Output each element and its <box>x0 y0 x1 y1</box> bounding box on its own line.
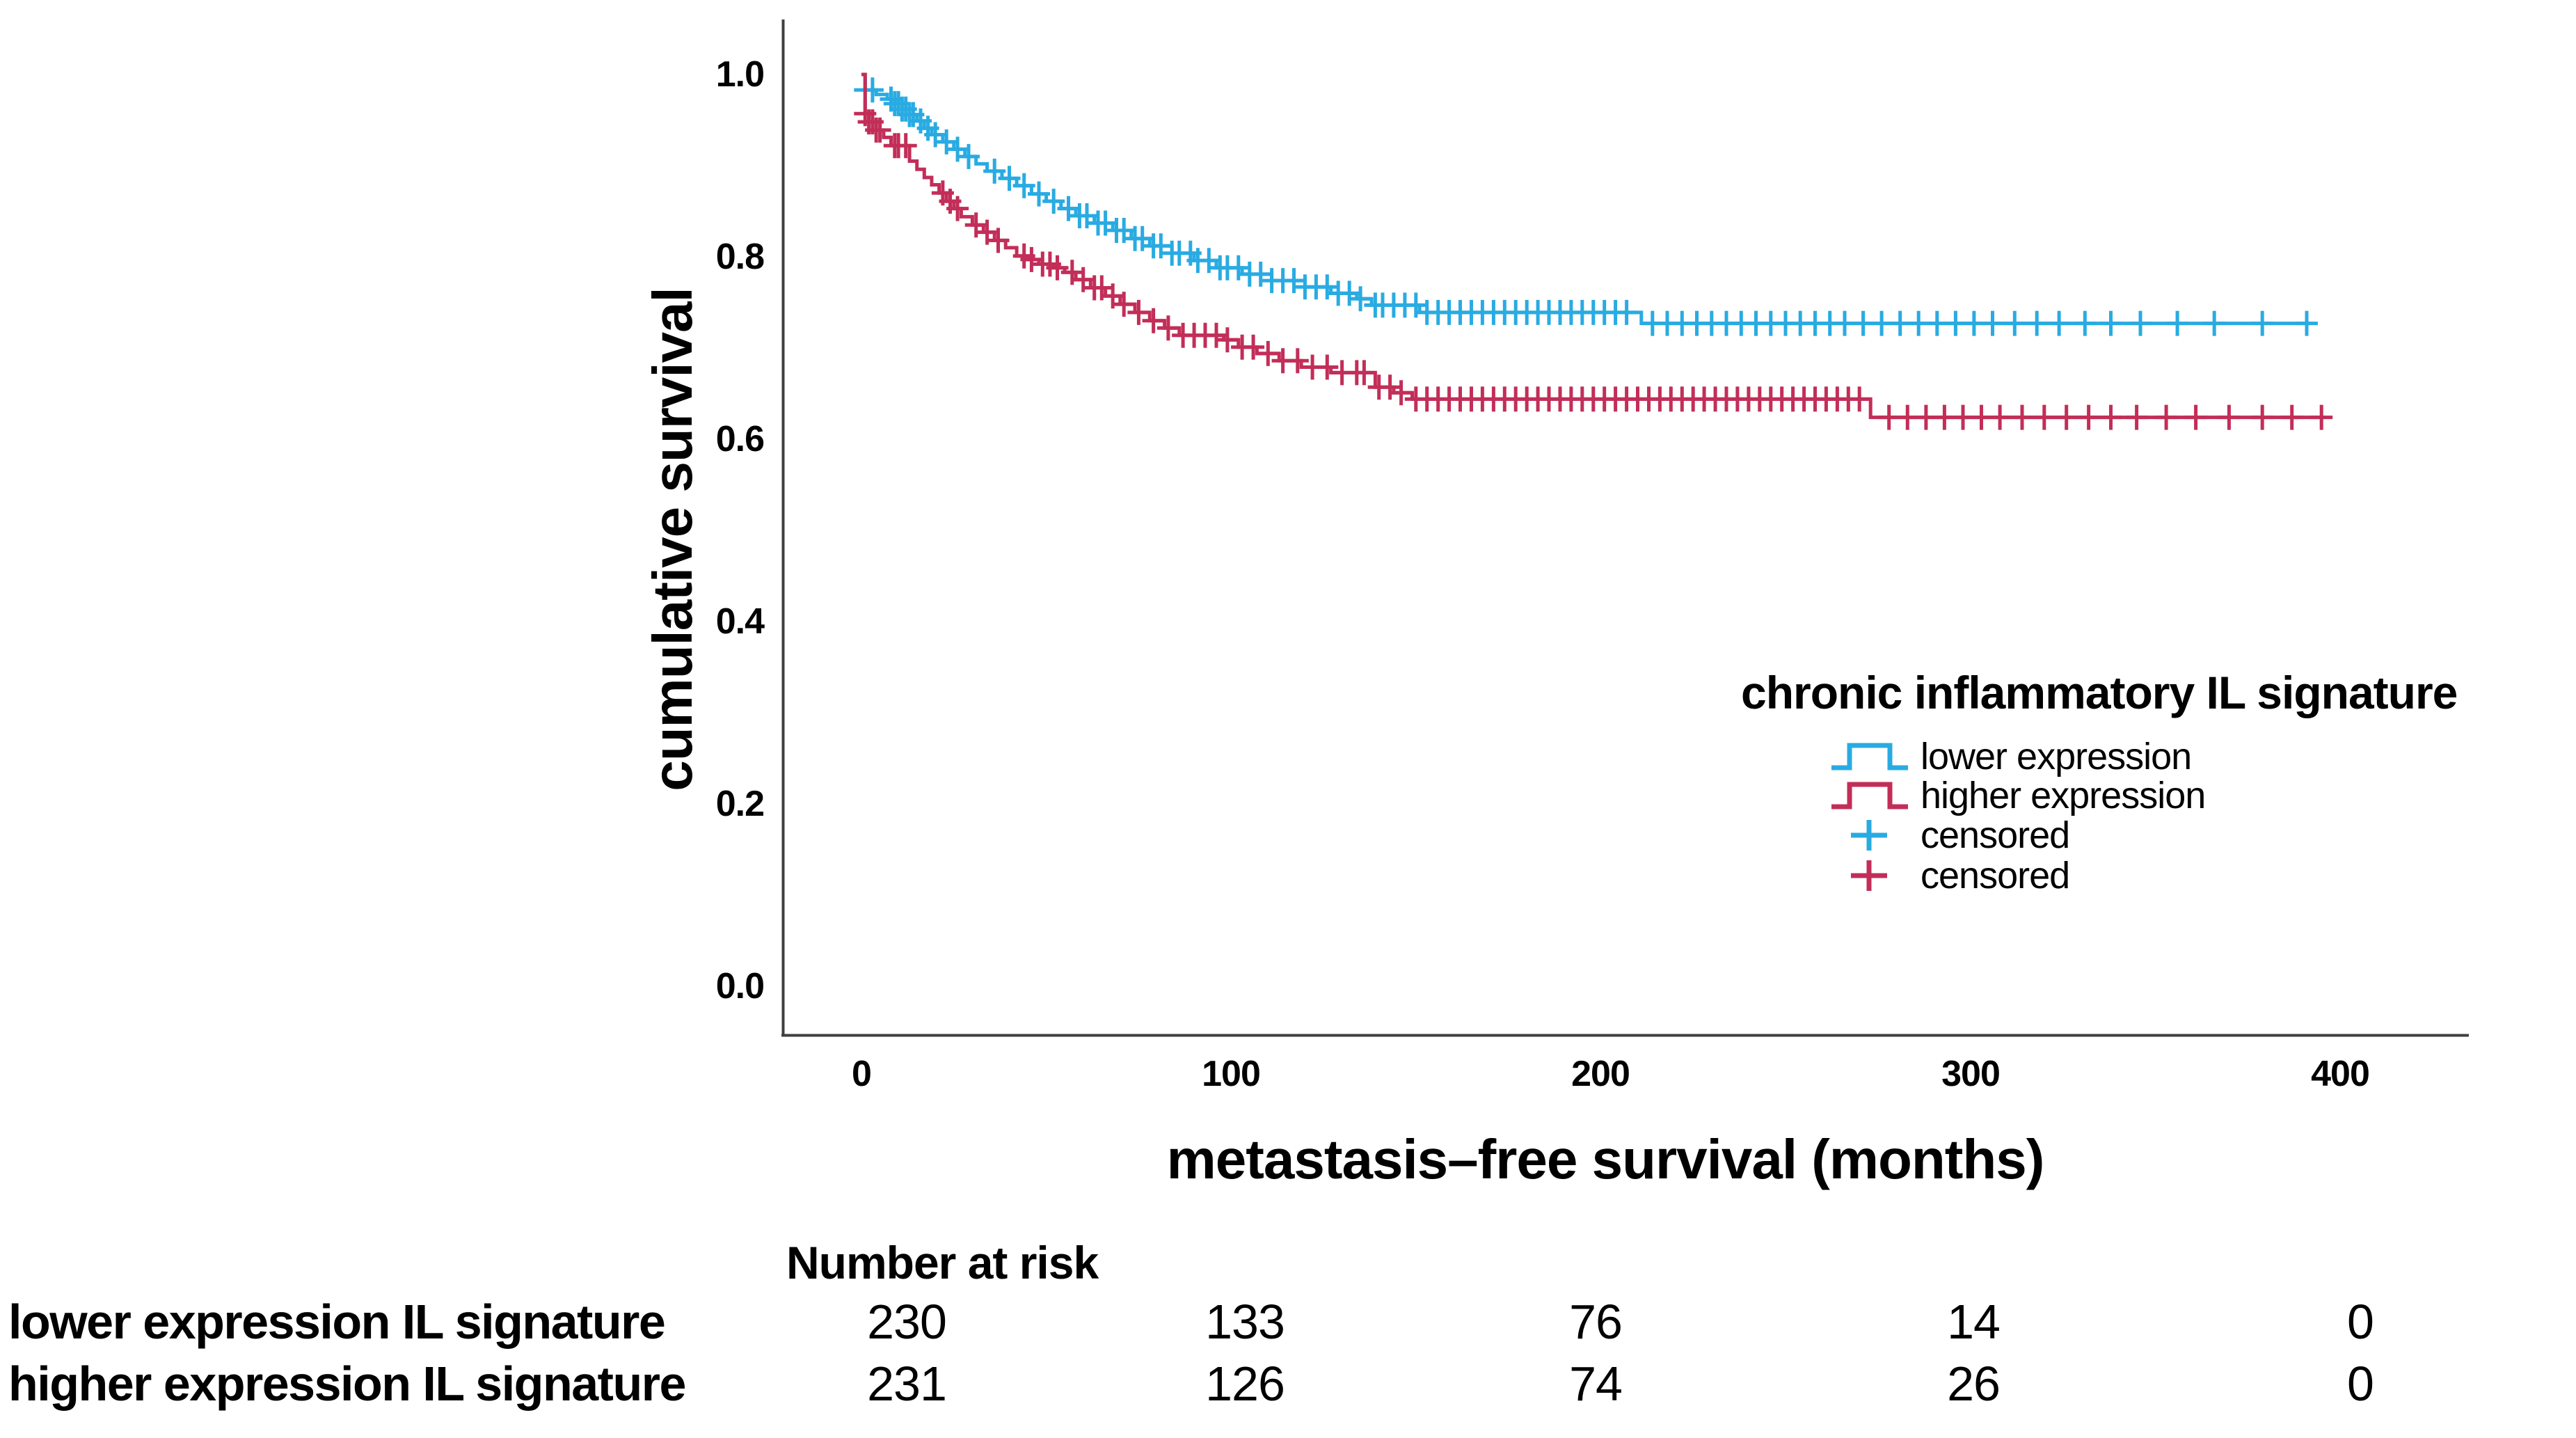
x-tick-label-200: 200 <box>1571 1054 1630 1094</box>
legend-item-label: higher expression <box>1921 775 2206 816</box>
risk-value: 126 <box>1205 1357 1285 1411</box>
risk-value: 14 <box>1947 1295 2001 1349</box>
risk-value: 26 <box>1947 1357 2001 1411</box>
y-axis-title: cumulative survival <box>642 287 703 791</box>
risk-value: 230 <box>867 1295 947 1349</box>
x-tick-label-300: 300 <box>1941 1054 2001 1094</box>
x-tick-label-400: 400 <box>2311 1054 2370 1094</box>
risk-value: 0 <box>2347 1295 2374 1349</box>
risk-row-label-higher: higher expression IL signature <box>8 1357 686 1411</box>
y-tick-label-0.0: 0.0 <box>715 966 765 1006</box>
risk-table-header: Number at risk <box>786 1237 1099 1288</box>
legend-title: chronic inflammatory IL signature <box>1741 667 2458 718</box>
legend-item-censored-lower: censored <box>1829 814 2070 856</box>
censored-plus-icon <box>1851 860 1887 891</box>
km-curve-higher-expression <box>861 72 2325 420</box>
y-tick-label-0.6: 0.6 <box>715 419 765 459</box>
censor-marks-higher-expression <box>854 101 2333 430</box>
censored-plus-icon <box>1851 820 1887 851</box>
x-tick-label-100: 100 <box>1202 1054 1261 1094</box>
step-line-icon <box>1831 743 1908 771</box>
legend-item-lower-expression: lower expression <box>1829 736 2192 777</box>
x-axis-title: metastasis–free survival (months) <box>1166 1128 2045 1190</box>
risk-value: 0 <box>2347 1357 2374 1411</box>
legend-item-label: censored <box>1921 814 2070 856</box>
y-tick-label-0.8: 0.8 <box>715 237 765 277</box>
y-tick-label-1.0: 1.0 <box>715 54 765 95</box>
legend-item-label: lower expression <box>1921 736 2192 777</box>
risk-value: 133 <box>1205 1295 1285 1349</box>
legend-item-censored-higher: censored <box>1829 855 2070 896</box>
risk-value: 76 <box>1569 1295 1623 1349</box>
risk-value: 231 <box>867 1357 947 1411</box>
y-tick-label-0.2: 0.2 <box>715 784 765 824</box>
x-tick-label-0: 0 <box>852 1054 872 1094</box>
legend-item-label: censored <box>1921 855 2070 896</box>
censor-marks-lower-expression <box>854 77 2318 336</box>
step-line-icon <box>1831 782 1908 809</box>
legend-item-higher-expression: higher expression <box>1829 775 2206 816</box>
y-tick-label-0.4: 0.4 <box>715 601 765 642</box>
risk-row-label-lower: lower expression IL signature <box>8 1295 666 1349</box>
risk-value: 74 <box>1569 1357 1623 1411</box>
km-curve-lower-expression <box>861 72 2311 326</box>
